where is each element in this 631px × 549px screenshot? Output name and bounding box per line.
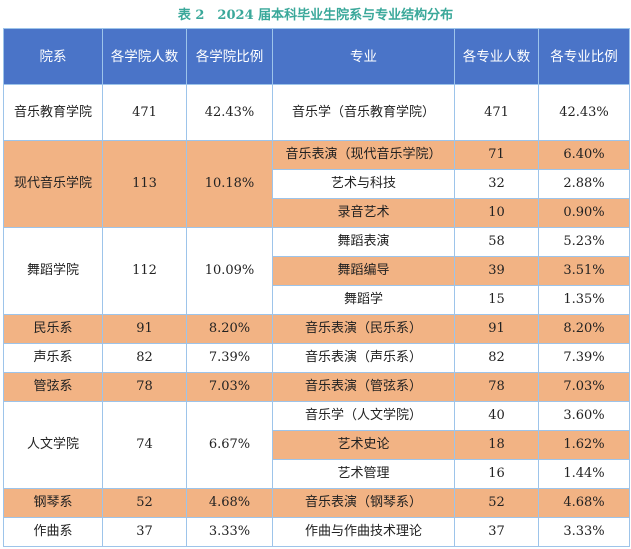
dept-name: 现代音乐学院: [3, 140, 103, 228]
dept-count: 113: [102, 140, 187, 228]
major-name: 录音艺术: [272, 198, 455, 228]
dept-pct: 10.09%: [186, 227, 273, 315]
dept-count: 91: [102, 314, 187, 344]
major-name: 音乐表演（声乐系）: [272, 343, 455, 373]
major-name: 音乐学（音乐教育学院）: [272, 84, 455, 141]
major-name: 舞蹈学: [272, 285, 455, 315]
major-pct: 8.20%: [538, 314, 630, 344]
dept-pct: 7.39%: [186, 343, 273, 373]
major-count: 71: [454, 140, 539, 170]
major-count: 471: [454, 84, 539, 141]
major-name: 舞蹈表演: [272, 227, 455, 257]
dept-count: 37: [102, 517, 187, 547]
dept-count: 82: [102, 343, 187, 373]
major-count: 82: [454, 343, 539, 373]
table-row: 民乐系 91 8.20% 音乐表演（民乐系） 91 8.20%: [3, 314, 630, 344]
major-name: 音乐表演（钢琴系）: [272, 488, 455, 518]
department-major-table: 院系 各学院人数 各学院比例 专业 各专业人数 各专业比例 音乐教育学院 471 42.43%…: [3, 28, 630, 547]
table-row: 录音艺术 10 0.90%: [4, 198, 630, 228]
major-count: 10: [454, 198, 539, 228]
dept-pct: 42.43%: [186, 84, 273, 141]
dept-pct: 7.03%: [186, 372, 273, 402]
table-row: 人文学院 74 6.67% 音乐学（人文学院） 40 3.60%: [3, 401, 630, 489]
major-pct: 3.33%: [538, 517, 630, 547]
major-count: 37: [454, 517, 539, 547]
table-row: 艺术史论 18 1.62%: [4, 430, 630, 460]
major-pct: 5.23%: [538, 227, 630, 257]
major-count: 52: [454, 488, 539, 518]
table-row: 管弦系 78 7.03% 音乐表演（管弦系） 78 7.03%: [3, 372, 630, 402]
dept-count: 74: [102, 401, 187, 489]
major-pct: 7.39%: [538, 343, 630, 373]
header-dept: 院系: [3, 28, 103, 85]
dept-name: 人文学院: [3, 401, 103, 489]
major-count: 39: [454, 256, 539, 286]
dept-pct: 4.68%: [186, 488, 273, 518]
major-pct: 4.68%: [538, 488, 630, 518]
dept-pct: 3.33%: [186, 517, 273, 547]
dept-count: 52: [102, 488, 187, 518]
major-pct: 7.03%: [538, 372, 630, 402]
header-dept-count: 各学院人数: [102, 28, 187, 85]
dept-pct: 8.20%: [186, 314, 273, 344]
table-row: 艺术与科技 32 2.88%: [4, 169, 630, 199]
table-row: 舞蹈编导 39 3.51%: [4, 256, 630, 286]
major-pct: 1.35%: [538, 285, 630, 315]
dept-pct: 10.18%: [186, 140, 273, 228]
major-name: 作曲与作曲技术理论: [272, 517, 455, 547]
table-row: 舞蹈学 15 1.35%: [4, 285, 630, 315]
table-title: 表 2 2024 届本科毕业生院系与专业结构分布: [177, 8, 454, 23]
dept-pct: 6.67%: [186, 401, 273, 489]
table-row: 舞蹈学院 112 10.09% 舞蹈表演 58 5.23%: [3, 227, 630, 315]
table-row: 作曲系 37 3.33% 作曲与作曲技术理论 37 3.33%: [3, 517, 630, 547]
major-name: 音乐表演（民乐系）: [272, 314, 455, 344]
dept-name: 民乐系: [3, 314, 103, 344]
dept-name: 作曲系: [3, 517, 103, 547]
dept-count: 78: [102, 372, 187, 402]
dept-name: 音乐教育学院: [3, 84, 103, 141]
major-name: 艺术史论: [272, 430, 455, 460]
dept-name: 钢琴系: [3, 488, 103, 518]
major-name: 音乐表演（现代音乐学院）: [272, 140, 455, 170]
dept-name: 舞蹈学院: [3, 227, 103, 315]
major-count: 16: [454, 459, 539, 489]
table-row: 钢琴系 52 4.68% 音乐表演（钢琴系） 52 4.68%: [3, 488, 630, 518]
major-name: 舞蹈编导: [272, 256, 455, 286]
header-dept-pct: 各学院比例: [186, 28, 273, 85]
header-major-count: 各专业人数: [454, 28, 539, 85]
major-pct: 2.88%: [538, 169, 630, 199]
major-pct: 3.60%: [538, 401, 630, 431]
major-pct: 6.40%: [538, 140, 630, 170]
major-count: 91: [454, 314, 539, 344]
major-pct: 1.44%: [538, 459, 630, 489]
table-row: 现代音乐学院 113 10.18% 音乐表演（现代音乐学院） 71 6.40%: [3, 140, 630, 228]
major-count: 78: [454, 372, 539, 402]
major-count: 18: [454, 430, 539, 460]
dept-count: 112: [102, 227, 187, 315]
major-pct: 1.62%: [538, 430, 630, 460]
table-row: 音乐教育学院 471 42.43% 音乐学（音乐教育学院） 471 42.43%: [3, 84, 630, 141]
major-count: 58: [454, 227, 539, 257]
major-name: 艺术与科技: [272, 169, 455, 199]
header-row: 院系 各学院人数 各学院比例 专业 各专业人数 各专业比例: [3, 28, 630, 85]
major-pct: 3.51%: [538, 256, 630, 286]
major-name: 音乐学（人文学院）: [272, 401, 455, 431]
dept-count: 471: [102, 84, 187, 141]
major-pct: 42.43%: [538, 84, 630, 141]
major-name: 音乐表演（管弦系）: [272, 372, 455, 402]
header-major-pct: 各专业比例: [538, 28, 630, 85]
major-pct: 0.90%: [538, 198, 630, 228]
major-count: 40: [454, 401, 539, 431]
header-major: 专业: [272, 28, 455, 85]
table-row: 声乐系 82 7.39% 音乐表演（声乐系） 82 7.39%: [3, 343, 630, 373]
dept-name: 管弦系: [3, 372, 103, 402]
dept-name: 声乐系: [3, 343, 103, 373]
major-count: 32: [454, 169, 539, 199]
major-count: 15: [454, 285, 539, 315]
major-name: 艺术管理: [272, 459, 455, 489]
